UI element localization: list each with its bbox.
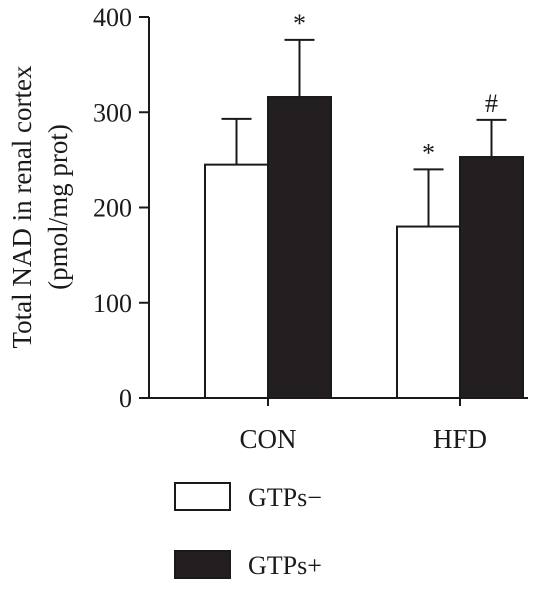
y-tick-label: 100 (93, 289, 132, 318)
legend-swatch (174, 550, 231, 579)
bar (459, 156, 524, 399)
bar (267, 96, 332, 399)
bar (396, 225, 461, 399)
x-tick-label: HFD (433, 424, 487, 454)
y-tick-label: 400 (93, 3, 132, 32)
y-axis: 0 100 200 300 400 (93, 3, 150, 413)
x-tick-label: CON (239, 424, 296, 454)
y-tick-label: 200 (93, 194, 132, 223)
y-axis-title-line2: (pmol/mg prot) (43, 124, 73, 290)
bar (204, 163, 269, 399)
x-axis: CON HFD (149, 397, 528, 454)
bars: * * # (204, 9, 524, 399)
legend-swatch (174, 482, 231, 511)
legend-label: GTPs+ (248, 551, 322, 580)
y-tick-label: 300 (93, 98, 132, 127)
significance-marker: * (422, 138, 435, 167)
legend-label: GTPs− (248, 483, 322, 512)
y-tick-label: 0 (119, 384, 132, 413)
y-axis-title: Total NAD in renal cortex (pmol/mg prot) (7, 65, 73, 349)
legend: GTPs− GTPs+ (174, 482, 322, 580)
significance-marker: * (293, 9, 306, 38)
significance-marker: # (485, 89, 498, 118)
y-axis-title-line1: Total NAD in renal cortex (7, 65, 37, 349)
